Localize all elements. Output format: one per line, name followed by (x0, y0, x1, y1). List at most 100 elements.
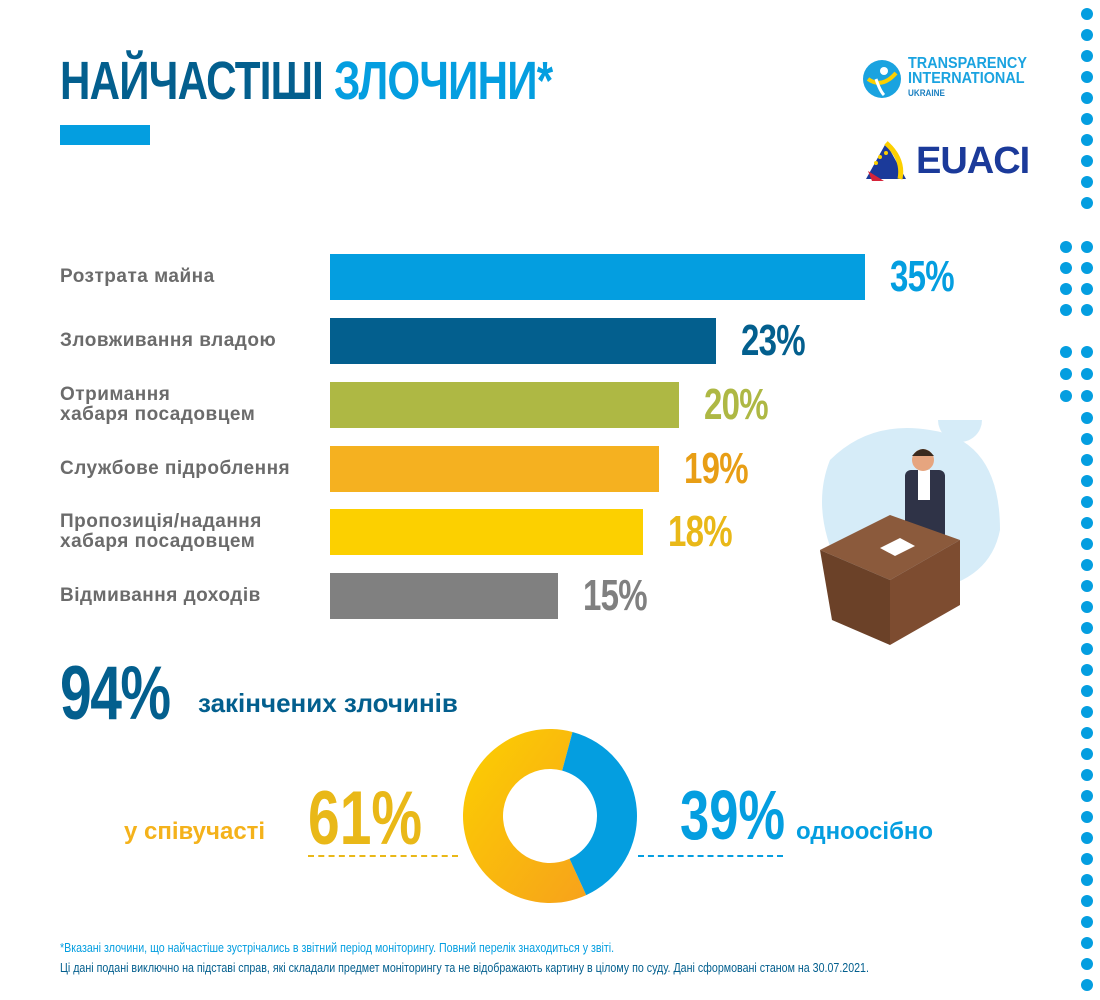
bar-value-label: 15% (583, 571, 648, 620)
decorative-dot (1081, 262, 1093, 274)
decorative-dot (1081, 71, 1093, 83)
title-part2: ЗЛОЧИНИ* (334, 51, 553, 111)
judge-at-podium-illustration (820, 420, 1000, 645)
ti-line2: INTERNATIONAL (908, 70, 1025, 87)
bar (330, 254, 865, 300)
individual-label: одноосібно (796, 818, 934, 845)
ti-line1: TRANSPARENCY (908, 55, 1027, 72)
page-title: НАЙЧАСТІШІ ЗЛОЧИНИ* (60, 50, 553, 112)
individual-percent: 39% (680, 776, 786, 854)
bar (330, 446, 659, 492)
individual-dash-line (638, 855, 783, 857)
decorative-dot (1081, 517, 1093, 529)
decorative-dot (1081, 622, 1093, 634)
decorative-dot (1081, 92, 1093, 104)
bar (330, 318, 716, 364)
decorative-dot (1081, 433, 1093, 445)
bar-label-line: Відмивання доходів (60, 585, 261, 606)
bar-row: Розтрата майна 35% (0, 254, 955, 300)
decorative-dot (1081, 113, 1093, 125)
ti-line3: UKRAINE (908, 88, 945, 98)
bar-label: Зловживання владою (60, 331, 325, 351)
bar (330, 573, 558, 619)
bar-label-line: Службове підроблення (60, 458, 291, 479)
title-accent-bar (60, 125, 150, 145)
footnote-2: Ці дані подані виключно на підставі спра… (60, 960, 869, 975)
transparency-international-logo: TRANSPARENCY INTERNATIONAL UKRAINE (862, 56, 1040, 101)
euaci-logo: EUACI (864, 140, 1030, 183)
decorative-dot (1081, 412, 1093, 424)
bar (330, 382, 679, 428)
decorative-dot (1081, 790, 1093, 802)
decorative-dot (1081, 176, 1093, 188)
decorative-dot (1081, 283, 1093, 295)
decorative-dot (1081, 958, 1093, 970)
decorative-dot (1081, 916, 1093, 928)
decorative-dot (1060, 304, 1072, 316)
decorative-dot (1081, 368, 1093, 380)
decorative-dot (1081, 706, 1093, 718)
bar-label-line: Зловживання владою (60, 330, 277, 351)
decorative-dot (1081, 643, 1093, 655)
bar-label-line: хабаря посадовцем (60, 404, 256, 425)
decorative-dot (1081, 727, 1093, 739)
euaci-text: EUACI (916, 140, 1030, 182)
donut-chart (463, 729, 637, 903)
ti-globe-icon (863, 59, 901, 98)
decorative-dot (1081, 496, 1093, 508)
decorative-dot (1081, 832, 1093, 844)
complicity-label: у співучасті (124, 818, 266, 845)
decorative-dot (1081, 346, 1093, 358)
bar-value-label: 18% (668, 507, 733, 556)
bar-label: Отримання хабаря посадовцем (60, 385, 325, 425)
decorative-dot (1081, 937, 1093, 949)
decorative-dot (1081, 197, 1093, 209)
decorative-dot (1060, 390, 1072, 402)
decorative-dot (1060, 241, 1072, 253)
bar-label-line: хабаря посадовцем (60, 531, 256, 552)
bar (330, 509, 643, 555)
decorative-dot (1081, 390, 1093, 402)
complicity-dash-line (308, 855, 458, 857)
decorative-dot (1060, 346, 1072, 358)
decorative-dot (1081, 895, 1093, 907)
decorative-dot (1081, 50, 1093, 62)
decorative-dot (1081, 685, 1093, 697)
decorative-dot (1081, 664, 1093, 676)
decorative-dot (1081, 29, 1093, 41)
decorative-dot (1081, 580, 1093, 592)
bar-row: Отримання хабаря посадовцем 20% (0, 382, 900, 428)
decorative-dot (1081, 979, 1093, 991)
decorative-dot (1081, 475, 1093, 487)
decorative-dot (1081, 304, 1093, 316)
bar-label-line: Отримання (60, 384, 171, 405)
decorative-dot (1060, 262, 1072, 274)
euaci-emblem-icon (866, 140, 906, 181)
bar-label-line: Розтрата майна (60, 266, 215, 287)
decorative-dot (1081, 134, 1093, 146)
decorative-dot (1081, 874, 1093, 886)
bar-label: Пропозиція/надання хабаря посадовцем (60, 512, 325, 552)
bar-row: Зловживання владою 23% (0, 318, 900, 364)
bar-value-label: 20% (704, 380, 769, 429)
decorative-dot (1081, 155, 1093, 167)
decorative-dot (1060, 283, 1072, 295)
decorative-dot (1081, 601, 1093, 613)
title-part1: НАЙЧАСТІШІ (60, 51, 324, 111)
bar-value-label: 23% (741, 316, 806, 365)
bar-label: Службове підроблення (60, 459, 325, 479)
bar-value-label: 19% (684, 444, 749, 493)
bar-row: Відмивання доходів 15% (0, 573, 900, 619)
completed-crimes-label: закінчених злочинів (198, 688, 458, 718)
decorative-dot (1081, 241, 1093, 253)
decorative-dot (1081, 454, 1093, 466)
decorative-dot (1081, 769, 1093, 781)
decorative-dot (1081, 853, 1093, 865)
bar-value-label: 35% (890, 252, 955, 301)
footnote-1: *Вказані злочини, що найчастіше зустріча… (60, 940, 615, 955)
bar-row: Пропозиція/надання хабаря посадовцем 18% (0, 509, 900, 555)
bar-label: Розтрата майна (60, 267, 325, 287)
bar-row: Службове підроблення 19% (0, 446, 900, 492)
donut-slice (562, 731, 637, 896)
decorative-dot (1081, 748, 1093, 760)
